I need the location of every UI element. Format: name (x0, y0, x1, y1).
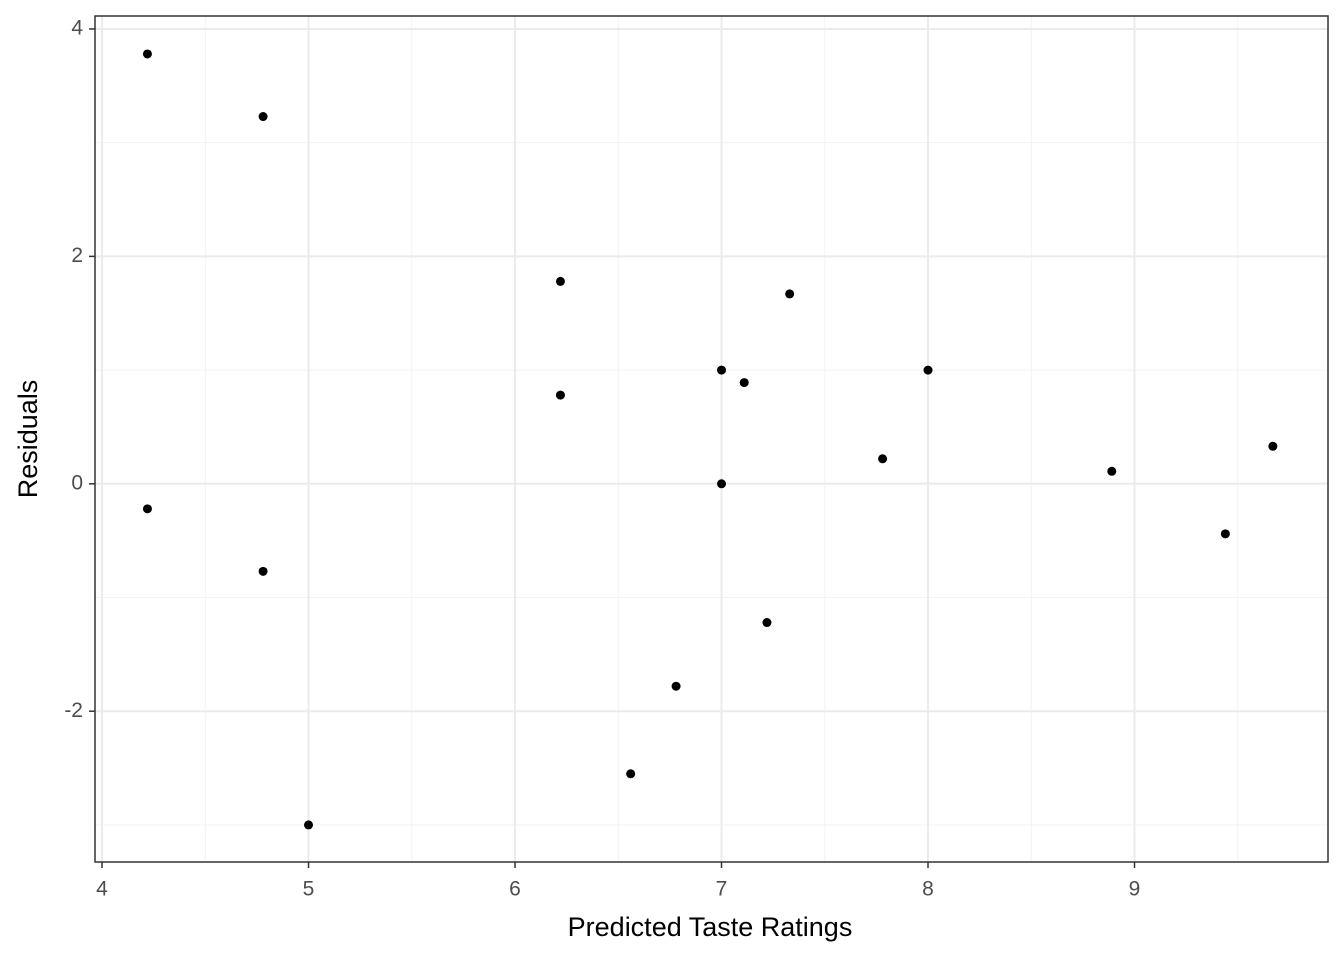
x-tick-label: 8 (922, 878, 934, 901)
panel (95, 16, 1328, 862)
point (626, 769, 636, 779)
point (878, 454, 888, 464)
point (785, 289, 795, 299)
point (762, 618, 772, 628)
point (671, 681, 681, 691)
panel-border (94, 15, 1329, 863)
point (555, 276, 565, 286)
point (258, 566, 268, 576)
point (1268, 441, 1278, 451)
y-axis-title: Residuals (13, 380, 43, 499)
point (555, 390, 565, 400)
y-tick-label: 2 (71, 244, 83, 267)
x-tick-label: 9 (1129, 878, 1141, 901)
y-tick-label: -2 (64, 699, 83, 722)
x-tick-label: 7 (716, 878, 728, 901)
point (739, 378, 749, 388)
point (258, 112, 268, 122)
point (923, 365, 933, 375)
point (1220, 529, 1230, 539)
point (304, 820, 314, 830)
y-tick-label: 0 (71, 471, 83, 494)
point (717, 365, 727, 375)
x-axis-title: Predicted Taste Ratings (568, 912, 853, 942)
x-tick-label: 5 (303, 878, 315, 901)
x-tick-label: 4 (96, 878, 108, 901)
point (142, 504, 152, 514)
point (717, 479, 727, 489)
point (142, 49, 152, 59)
y-tick-label: 4 (71, 17, 83, 40)
x-tick-label: 6 (509, 878, 521, 901)
point (1107, 466, 1117, 476)
